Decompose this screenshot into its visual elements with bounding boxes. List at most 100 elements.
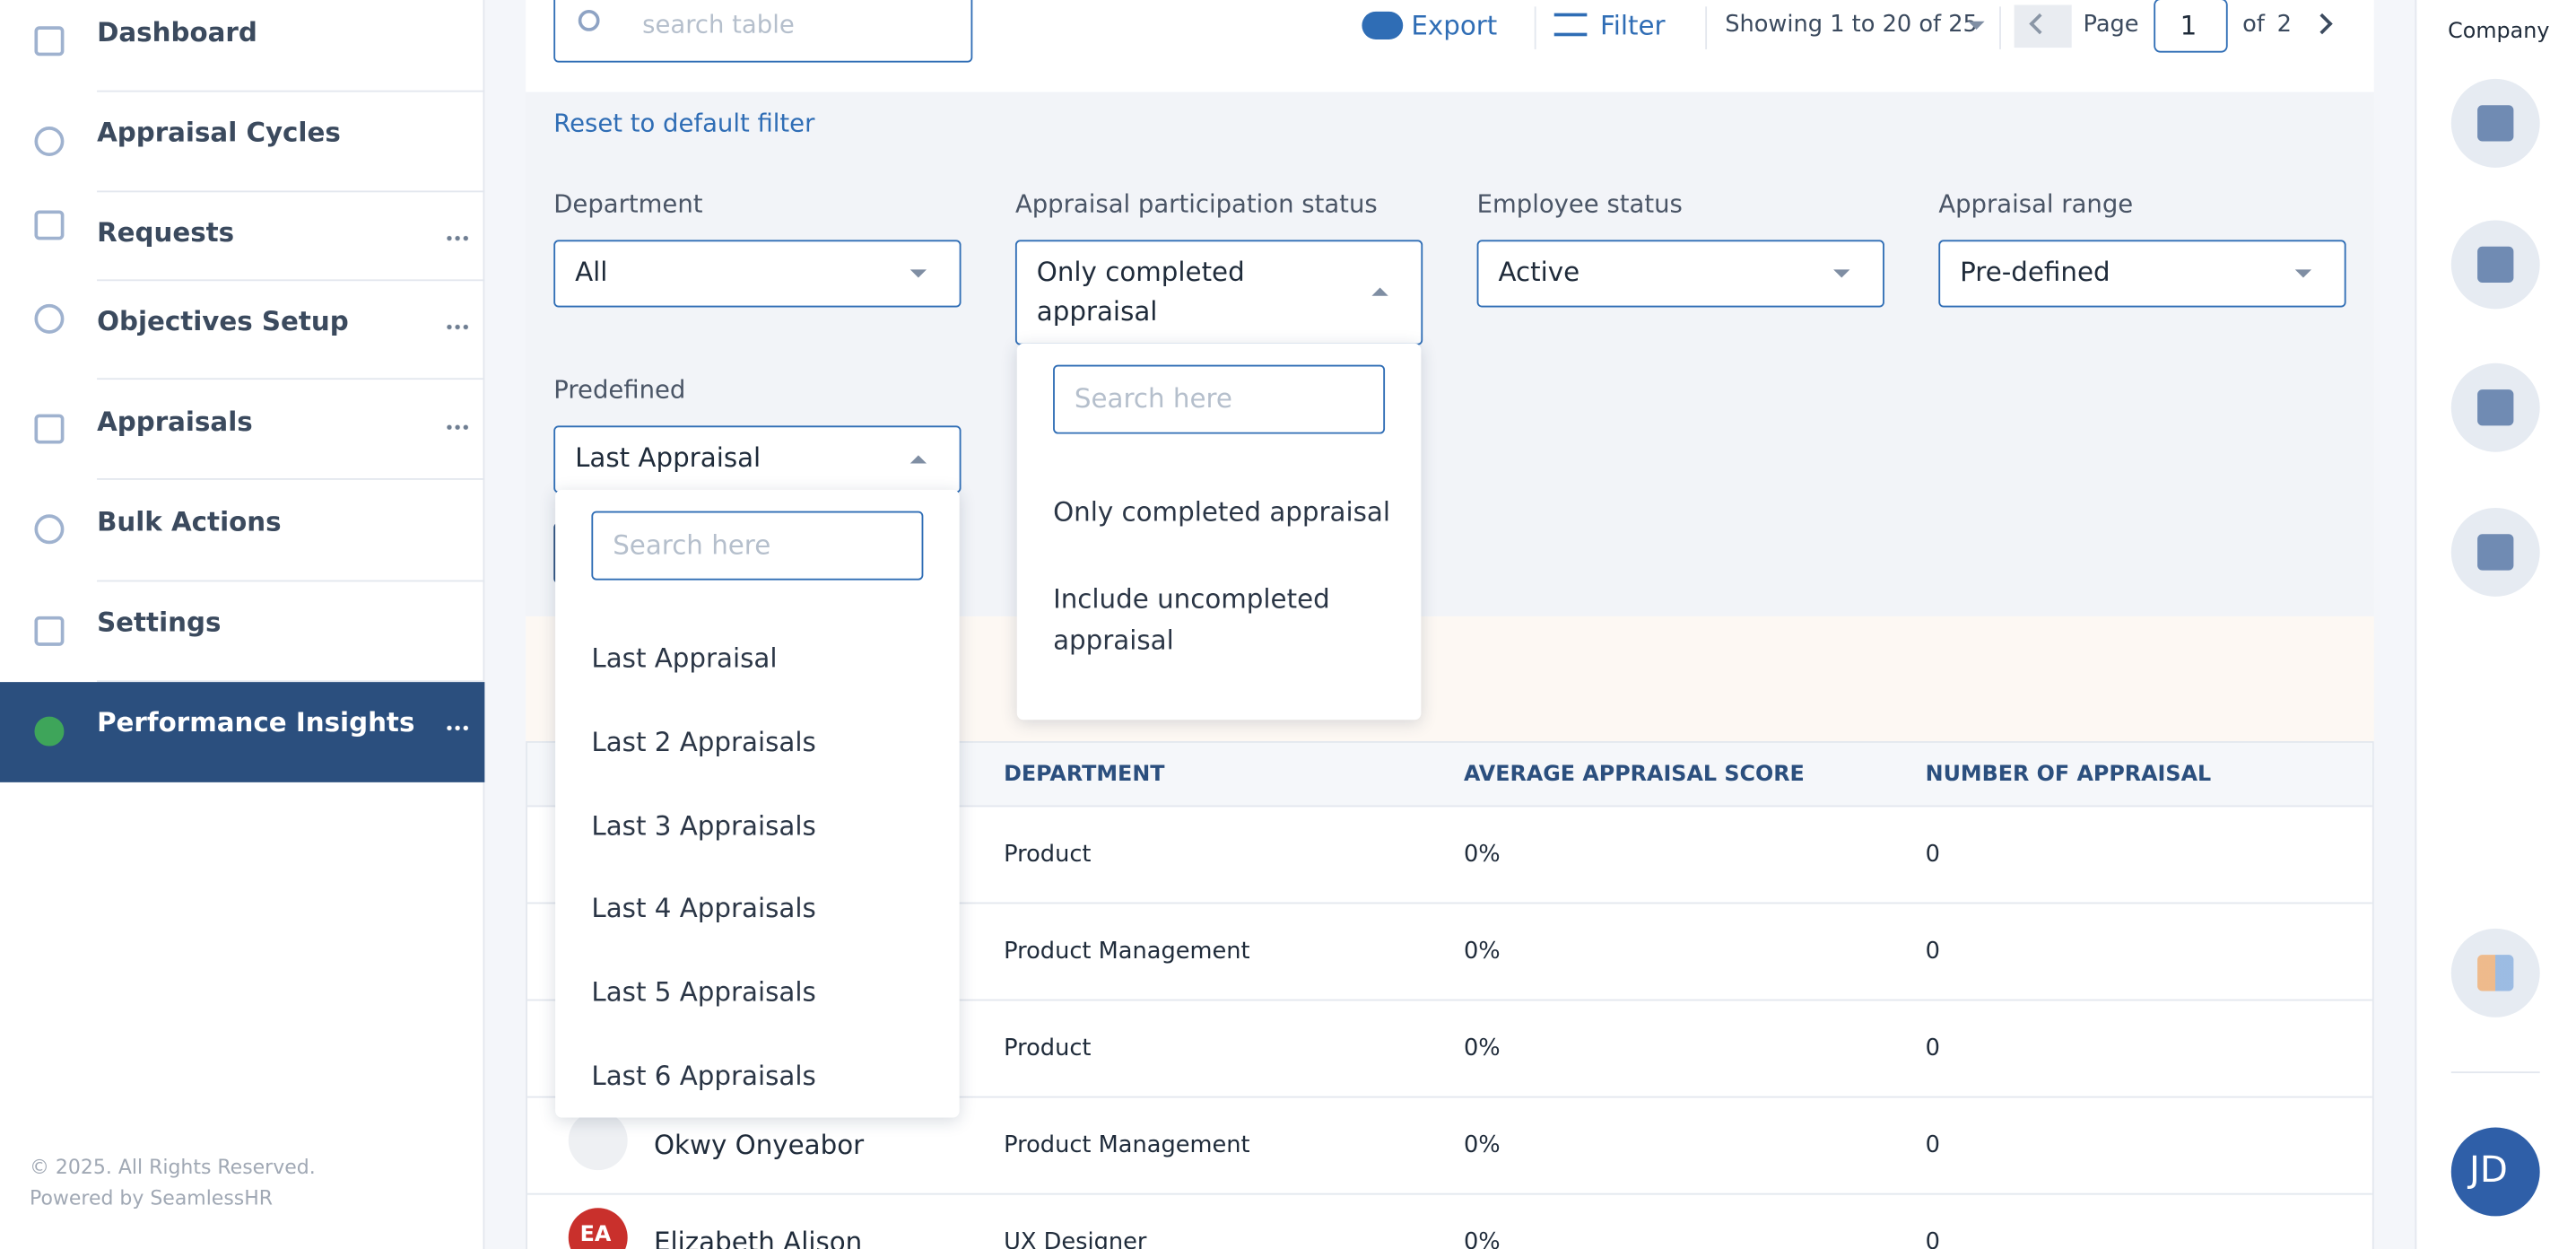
- dropdown-option[interactable]: Last Appraisal: [591, 642, 778, 674]
- avatar: [568, 1111, 628, 1171]
- rail-icon: [2477, 534, 2514, 571]
- filter-value: Only completed appraisal: [1036, 256, 1245, 328]
- filter-button[interactable]: Filter: [1600, 9, 1666, 41]
- filter-select[interactable]: [553, 240, 962, 308]
- nav-more: [445, 424, 469, 431]
- filter-label: Predefined: [553, 374, 686, 405]
- search-placeholder: Search here: [613, 528, 771, 561]
- nav-more: [445, 323, 469, 331]
- appraisal-count: 0: [1925, 938, 1941, 965]
- employee-name[interactable]: Elizabeth Alison: [653, 1226, 863, 1249]
- caret: [1833, 268, 1850, 277]
- dropdown-option[interactable]: Include uncompleted appraisal: [1053, 583, 1330, 656]
- page-label: Page: [2083, 11, 2139, 39]
- column-header: NUMBER OF APPRAISAL: [1925, 762, 2212, 788]
- column-header: DEPARTMENT: [1004, 762, 1165, 788]
- export-icon: [1362, 11, 1404, 39]
- nav-item[interactable]: Appraisals: [97, 406, 253, 438]
- average-score: 0%: [1463, 1131, 1501, 1159]
- employee-name[interactable]: Okwy Onyeabor: [653, 1129, 865, 1161]
- row-separator: [527, 1192, 2372, 1195]
- dropdown-option[interactable]: Last 4 Appraisals: [591, 893, 816, 925]
- footer-text: © 2025. All Rights Reserved.: [29, 1155, 316, 1179]
- sidebar: [0, 0, 485, 1249]
- caret: [1371, 287, 1388, 296]
- department: Product Management: [1004, 1131, 1250, 1159]
- nav-icon: [34, 615, 65, 645]
- total-pages: 2: [2276, 11, 2292, 39]
- nav-icon: [34, 210, 65, 240]
- dropdown-option[interactable]: Last 6 Appraisals: [591, 1060, 816, 1092]
- nav-more: [445, 724, 469, 732]
- filter-label: Appraisal participation status: [1014, 188, 1378, 219]
- nav-item[interactable]: Objectives Setup: [97, 305, 349, 337]
- department: Product: [1004, 1035, 1092, 1062]
- filter-value: Active: [1498, 256, 1580, 288]
- nav-separator: [97, 680, 485, 683]
- page-input[interactable]: [2154, 0, 2228, 53]
- nav-item[interactable]: Bulk Actions: [97, 506, 282, 537]
- filter-select[interactable]: [1938, 240, 2346, 308]
- rail-icon: [2477, 955, 2514, 991]
- rail-icon: [2477, 105, 2514, 142]
- rail-title: Company: [2448, 19, 2550, 45]
- nav-separator: [97, 190, 485, 193]
- average-score: 0%: [1463, 1229, 1501, 1249]
- nav-icon: [34, 26, 65, 57]
- reset-link[interactable]: Reset to default filter: [553, 108, 815, 138]
- page-size-select[interactable]: Showing 1 to 20 of 25: [1725, 11, 1978, 39]
- nav-separator: [97, 478, 485, 480]
- filter-label: Appraisal range: [1938, 188, 2134, 219]
- page-number: 1: [2180, 9, 2197, 41]
- dropdown-option[interactable]: Only completed appraisal: [1053, 496, 1391, 528]
- nav-icon: [34, 413, 65, 443]
- search-placeholder: Search here: [1074, 382, 1232, 415]
- nav-more: [445, 234, 469, 242]
- export-button[interactable]: Export: [1411, 9, 1498, 41]
- column-header: AVERAGE APPRAISAL SCORE: [1463, 762, 1805, 788]
- dropdown-option[interactable]: Last 3 Appraisals: [591, 809, 816, 842]
- filter-icon: [1553, 13, 1588, 37]
- nav-icon: [34, 303, 65, 334]
- rail-icon: [2477, 246, 2514, 284]
- average-score: 0%: [1463, 841, 1501, 869]
- filter-select[interactable]: [1476, 240, 1884, 308]
- dropdown-option[interactable]: Last 2 Appraisals: [591, 726, 816, 758]
- department: Product Management: [1004, 938, 1250, 965]
- avatar-initials: JD: [2468, 1150, 2508, 1192]
- nav-icon: [34, 514, 65, 545]
- nav-separator: [97, 378, 485, 380]
- appraisal-count: 0: [1925, 841, 1941, 869]
- filter-value: Pre-defined: [1960, 256, 2110, 288]
- nav-item[interactable]: Settings: [97, 606, 222, 638]
- avatar: [568, 1208, 628, 1249]
- dropdown-search[interactable]: [591, 511, 924, 581]
- nav-item[interactable]: Dashboard: [97, 16, 257, 48]
- caret: [2294, 268, 2312, 277]
- filter-value: Last Appraisal: [575, 441, 761, 474]
- dropdown-option[interactable]: Last 5 Appraisals: [591, 976, 816, 1009]
- filter-label: Department: [553, 188, 703, 219]
- divider: [1705, 6, 1708, 49]
- nav-icon: [34, 126, 65, 156]
- filter-value: All: [575, 256, 608, 288]
- user-avatar[interactable]: [2450, 1127, 2540, 1217]
- dropdown-search[interactable]: [1053, 364, 1386, 434]
- predefined-dropdown: [555, 489, 960, 1118]
- divider: [1534, 6, 1536, 49]
- caret: [909, 454, 927, 463]
- search-input[interactable]: [553, 0, 973, 63]
- nav-item[interactable]: Requests: [97, 216, 235, 249]
- nav-item[interactable]: Performance Insights: [97, 706, 415, 738]
- rail-separator: [2450, 1071, 2540, 1074]
- prev-button[interactable]: [2014, 4, 2072, 48]
- of-label: of: [2242, 11, 2265, 39]
- nav-icon: [34, 716, 65, 747]
- nav-item[interactable]: Appraisal Cycles: [97, 117, 341, 148]
- avatar-initials: EA: [579, 1222, 612, 1248]
- rail-icon: [2477, 389, 2514, 426]
- search-placeholder: search table: [642, 9, 795, 39]
- average-score: 0%: [1463, 938, 1501, 965]
